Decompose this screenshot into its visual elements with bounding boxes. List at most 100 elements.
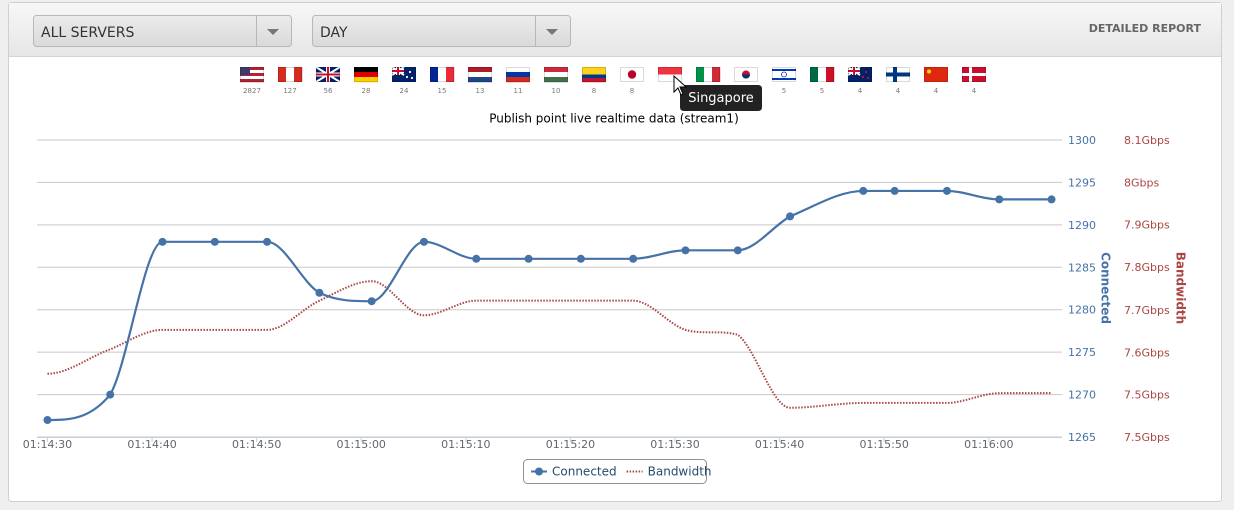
data-point [210, 237, 219, 246]
flag-border [696, 67, 720, 82]
flag-count: 8 [630, 87, 634, 95]
legend: Connected Bandwidth [523, 459, 712, 484]
flag-stripe [354, 67, 378, 73]
y-tick-label: 1290 [1068, 219, 1096, 232]
flag-count: 4 [934, 87, 939, 95]
flag-stripe [818, 67, 827, 82]
flag-stripe [506, 72, 530, 78]
flag-canton [240, 67, 250, 75]
flag-stripe [582, 78, 606, 83]
y2-tick-label: 8Gbps [1124, 176, 1159, 189]
flag-border [658, 67, 682, 82]
flag[interactable]: 5 [810, 67, 835, 95]
period-select[interactable]: DAY [312, 15, 571, 47]
data-point [995, 195, 1004, 204]
report-link[interactable]: DETAILED REPORT [1089, 22, 1202, 35]
x-tick-label: 01:14:50 [232, 438, 281, 451]
legend-item[interactable]: Bandwidth [626, 465, 712, 479]
legend-item[interactable]: Connected [531, 465, 617, 479]
data-point [524, 254, 533, 263]
flag-border [924, 67, 948, 82]
flag[interactable]: 5 [772, 67, 796, 95]
flag-cross [316, 73, 340, 76]
flag-row: 2827 127 56 28 24 15 13 11 10 8 8 5 5 4 4 4 4 [240, 66, 986, 95]
x-tick-label: 01:15:00 [337, 438, 386, 451]
flag-stripe [240, 70, 264, 74]
flag-stripe [544, 72, 568, 78]
select-label: DAY [320, 25, 348, 41]
flag-stripe [704, 67, 713, 82]
y2-tick-label: 7.6Gbps [1124, 346, 1170, 359]
data-point [43, 416, 52, 425]
data-point [859, 186, 868, 195]
flag-border [582, 67, 606, 82]
data-point [315, 288, 324, 297]
flag-count: 11 [514, 87, 523, 95]
flag-star [408, 70, 412, 74]
flag[interactable] [658, 67, 682, 83]
flag[interactable]: 4 [847, 66, 872, 95]
flag[interactable]: 4 [886, 67, 910, 95]
flag-border [620, 67, 644, 82]
flag-stripe [430, 67, 439, 82]
server-select[interactable]: ALL SERVERS [33, 15, 292, 47]
data-point [733, 246, 742, 255]
flag-stripe [506, 77, 530, 83]
flag[interactable]: 15 [430, 67, 455, 95]
flag-stripe [582, 67, 606, 71]
flag-border [544, 67, 568, 82]
y-tick-label: 1280 [1068, 304, 1096, 317]
flag-disc [742, 74, 750, 79]
flag[interactable]: 8 [582, 67, 606, 95]
y2-tick-label: 7.7Gbps [1124, 304, 1170, 317]
flag[interactable]: 28 [354, 67, 378, 95]
flag[interactable]: 56 [315, 66, 341, 95]
chart-title: Publish point live realtime data (stream… [489, 112, 739, 126]
flag-stripe [354, 72, 378, 78]
legend-symbol [535, 467, 543, 476]
flag-count: 13 [476, 87, 485, 95]
y-tick-label: 1275 [1068, 346, 1096, 359]
data-point [419, 237, 428, 246]
flag[interactable]: 10 [544, 67, 568, 95]
flag[interactable]: 2827 [240, 67, 264, 95]
flag[interactable]: 127 [278, 67, 303, 95]
flag-count: 10 [552, 87, 561, 95]
data-point [629, 254, 638, 263]
flag-star [927, 69, 931, 74]
flag[interactable]: 13 [468, 67, 492, 95]
flag-stripe [582, 70, 606, 75]
data-point [942, 186, 951, 195]
data-point [367, 297, 376, 306]
data-point [1047, 195, 1056, 204]
flag[interactable]: 11 [506, 67, 530, 95]
y-tick-label: 1270 [1068, 389, 1096, 402]
flag-stripe [506, 67, 530, 73]
flag-stripe [582, 74, 606, 79]
flag[interactable]: 4 [962, 67, 986, 95]
flag-star [866, 76, 870, 80]
flag-count: 28 [362, 87, 371, 95]
flag-stripe [354, 77, 378, 83]
flag-star [861, 75, 865, 79]
flag-stripe [696, 67, 705, 82]
x-tick-label: 01:15:40 [755, 438, 804, 451]
flag[interactable]: 4 [924, 67, 948, 95]
flag-border [506, 67, 530, 82]
data-point [106, 390, 115, 399]
data-point [890, 186, 899, 195]
flag-stripe [438, 67, 447, 82]
flag[interactable] [696, 67, 721, 82]
flag-cross [392, 70, 404, 72]
flag-count: 5 [820, 87, 824, 95]
flag[interactable]: 24 [391, 66, 416, 95]
flag-star [864, 70, 868, 74]
y2-tick-label: 7.8Gbps [1124, 261, 1170, 274]
flag[interactable] [734, 67, 758, 82]
flag-stripe [468, 67, 492, 73]
flag[interactable]: 8 [620, 67, 644, 95]
cursor [673, 74, 688, 96]
chart: Publish point live realtime data (stream… [23, 112, 1188, 484]
flag-disc [627, 70, 637, 79]
